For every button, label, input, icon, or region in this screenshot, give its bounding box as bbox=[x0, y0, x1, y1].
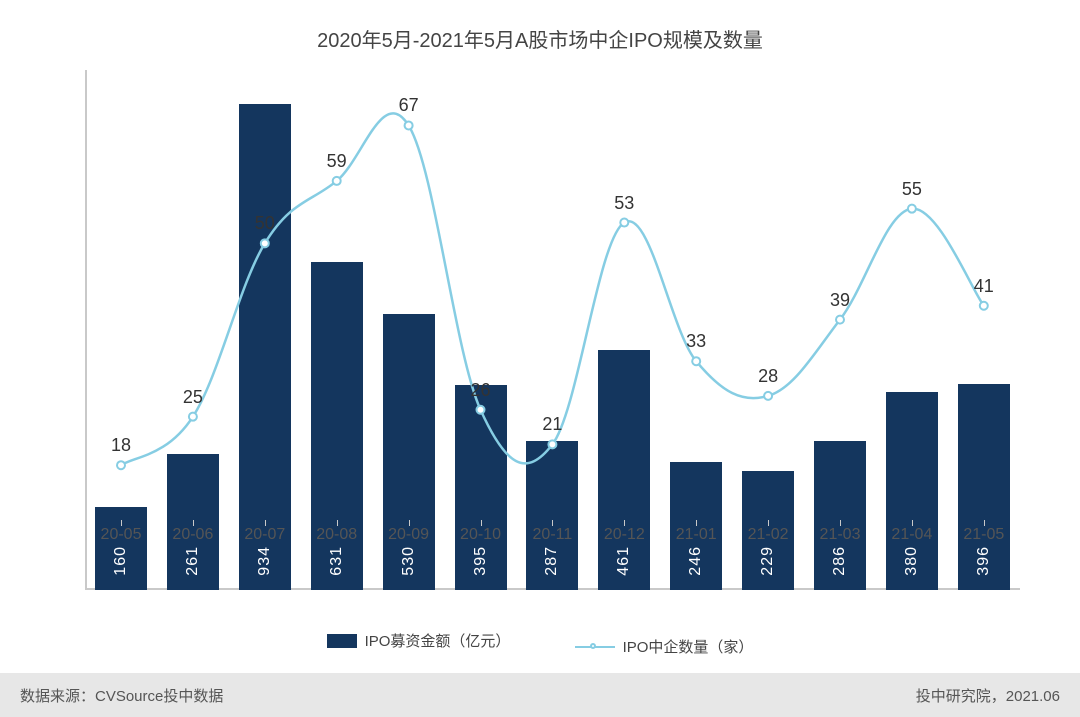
line-value-label: 50 bbox=[255, 213, 275, 234]
line-marker bbox=[405, 121, 413, 129]
line-marker bbox=[836, 316, 844, 324]
category-label: 20-07 bbox=[244, 526, 285, 544]
legend-bar-label: IPO募资金额（亿元） bbox=[365, 630, 511, 651]
line-value-label: 18 bbox=[111, 435, 131, 456]
category-label: 21-03 bbox=[820, 526, 861, 544]
line-marker bbox=[189, 413, 197, 421]
footer-source: 数据来源：CVSource投中数据 bbox=[20, 685, 223, 706]
line-marker bbox=[620, 219, 628, 227]
line-series-svg bbox=[85, 70, 1020, 590]
line-value-label: 33 bbox=[686, 331, 706, 352]
line-value-label: 21 bbox=[542, 414, 562, 435]
category-label: 20-09 bbox=[388, 526, 429, 544]
line-value-label: 28 bbox=[758, 366, 778, 387]
plot-area: 160261934631530395287461246229286380396 … bbox=[85, 70, 1020, 590]
category-label: 21-02 bbox=[748, 526, 789, 544]
legend-item-bar: IPO募资金额（亿元） bbox=[327, 630, 511, 651]
chart-title: 2020年5月-2021年5月A股市场中企IPO规模及数量 bbox=[0, 0, 1080, 53]
category-label: 20-08 bbox=[316, 526, 357, 544]
line-marker bbox=[548, 440, 556, 448]
line-value-label: 67 bbox=[399, 95, 419, 116]
line-value-label: 25 bbox=[183, 387, 203, 408]
line-path bbox=[121, 113, 984, 465]
chart-legend: IPO募资金额（亿元） IPO中企数量（家） bbox=[0, 630, 1080, 657]
category-label: 21-01 bbox=[676, 526, 717, 544]
line-marker bbox=[980, 302, 988, 310]
line-value-label: 41 bbox=[974, 276, 994, 297]
line-marker bbox=[764, 392, 772, 400]
category-label: 20-10 bbox=[460, 526, 501, 544]
category-label: 20-05 bbox=[101, 526, 142, 544]
line-marker bbox=[692, 357, 700, 365]
footer-band: 数据来源：CVSource投中数据 投中研究院，2021.06 bbox=[0, 673, 1080, 717]
line-value-label: 59 bbox=[327, 151, 347, 172]
category-label: 20-06 bbox=[172, 526, 213, 544]
line-marker bbox=[908, 205, 916, 213]
category-label: 21-04 bbox=[891, 526, 932, 544]
line-value-label: 53 bbox=[614, 193, 634, 214]
line-value-label: 55 bbox=[902, 179, 922, 200]
category-label: 20-12 bbox=[604, 526, 645, 544]
line-value-label: 26 bbox=[470, 380, 490, 401]
category-label: 20-11 bbox=[533, 526, 573, 544]
legend-line-swatch bbox=[575, 646, 615, 648]
legend-line-label: IPO中企数量（家） bbox=[623, 636, 754, 657]
legend-bar-swatch bbox=[327, 634, 357, 648]
legend-item-line: IPO中企数量（家） bbox=[575, 636, 754, 657]
line-marker bbox=[117, 461, 125, 469]
line-marker bbox=[261, 239, 269, 247]
line-value-label: 39 bbox=[830, 290, 850, 311]
footer-credit: 投中研究院，2021.06 bbox=[916, 685, 1060, 706]
line-marker bbox=[333, 177, 341, 185]
legend-line-marker bbox=[590, 643, 596, 649]
chart-container: 2020年5月-2021年5月A股市场中企IPO规模及数量 1602619346… bbox=[0, 0, 1080, 717]
category-label: 21-05 bbox=[963, 526, 1004, 544]
line-marker bbox=[477, 406, 485, 414]
